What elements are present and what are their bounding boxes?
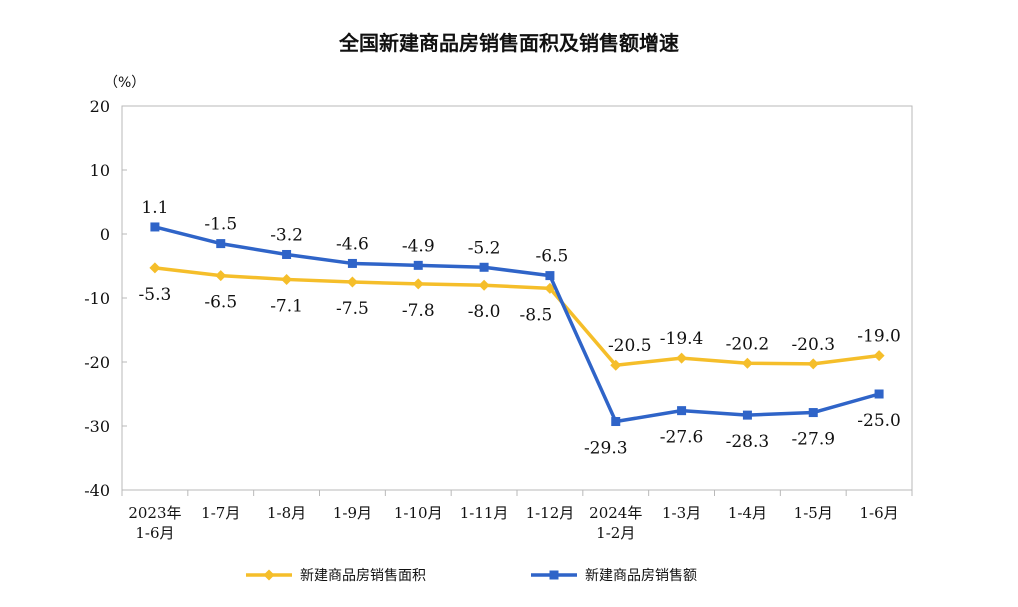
legend-marker-1 bbox=[549, 570, 559, 580]
x-tick-label: 1-6月 bbox=[860, 504, 899, 522]
data-label-0: -5.3 bbox=[139, 285, 172, 305]
data-label-1: -3.2 bbox=[270, 225, 303, 245]
x-tick-label: 1-8月 bbox=[267, 504, 306, 522]
data-label-0: -19.0 bbox=[857, 327, 901, 347]
data-label-1: -4.6 bbox=[336, 234, 369, 254]
series-point-0 bbox=[676, 352, 688, 364]
data-label-1: 1.1 bbox=[141, 198, 168, 218]
x-tick-label-line: 1-3月 bbox=[662, 504, 701, 522]
x-tick-label: 2023年 1-6月 bbox=[128, 504, 181, 542]
data-label-0: -7.5 bbox=[336, 299, 369, 319]
series-point-0 bbox=[215, 270, 227, 282]
y-tick-label: 0 bbox=[100, 225, 110, 244]
series-point-0 bbox=[346, 276, 358, 288]
series-point-1 bbox=[282, 249, 292, 259]
x-tick-label: 1-5月 bbox=[794, 504, 833, 522]
data-label-1: -29.3 bbox=[584, 439, 628, 459]
series-layer bbox=[149, 222, 885, 427]
series-point-1 bbox=[413, 260, 423, 270]
x-tick-label: 2024年 1-2月 bbox=[589, 504, 642, 542]
data-labels-layer: -5.3 -6.5 -7.1 -7.5 -7.8 -8.0 -8.5 -20.5 -19.4 -2… bbox=[139, 198, 901, 459]
series-point-1 bbox=[677, 406, 687, 416]
x-tick-label: 1-11月 bbox=[460, 504, 509, 522]
x-tick-label-line: 1-6月 bbox=[860, 504, 899, 522]
x-tick-label-line: 1-9月 bbox=[333, 504, 372, 522]
series-point-0 bbox=[873, 350, 885, 362]
data-label-0: -19.4 bbox=[660, 329, 704, 349]
x-tick-label-line: 1-7月 bbox=[201, 504, 240, 522]
series-point-1 bbox=[347, 258, 357, 268]
legend-marker-0 bbox=[263, 569, 275, 581]
x-tick-label: 1-7月 bbox=[201, 504, 240, 522]
x-tick-label: 1-10月 bbox=[394, 504, 443, 522]
data-label-1: -5.2 bbox=[468, 238, 501, 258]
x-axis-ticks: 2023年 1-6月 1-7月 1-8月 1-9月 1-10月 1-11月 1-12月 2024… bbox=[121, 490, 913, 542]
data-label-1: -4.9 bbox=[402, 236, 435, 256]
data-label-1: -25.0 bbox=[857, 411, 901, 431]
y-tick-label: 20 bbox=[90, 97, 110, 116]
data-label-0: -20.2 bbox=[726, 334, 770, 354]
data-label-0: -8.0 bbox=[468, 302, 501, 322]
series-line-1 bbox=[154, 225, 880, 424]
x-tick-label-line: 2023年 bbox=[128, 504, 181, 522]
series-point-1 bbox=[479, 262, 489, 272]
y-tick-label: -30 bbox=[84, 417, 110, 436]
x-tick-label: 1-4月 bbox=[728, 504, 767, 522]
series-point-1 bbox=[874, 389, 884, 399]
series-point-1 bbox=[611, 417, 621, 427]
legend-label-0: 新建商品房销售面积 bbox=[300, 568, 426, 584]
x-tick-label: 1-3月 bbox=[662, 504, 701, 522]
series-point-1 bbox=[216, 239, 226, 249]
y-tick-label: -10 bbox=[84, 289, 110, 308]
series-point-0 bbox=[149, 262, 161, 274]
data-label-0: -20.5 bbox=[608, 336, 652, 356]
y-axis-unit-label: （%） bbox=[104, 75, 145, 91]
chart-title: 全国新建商品房销售面积及销售额增速 bbox=[338, 31, 679, 55]
chart-legend: 新建商品房销售面积 新建商品房销售额 bbox=[246, 568, 697, 584]
series-point-0 bbox=[741, 357, 753, 369]
data-label-0: -6.5 bbox=[204, 293, 237, 313]
series-point-0 bbox=[610, 359, 622, 371]
x-tick-label: 1-12月 bbox=[526, 504, 575, 522]
series-point-1 bbox=[545, 271, 555, 281]
series-point-1 bbox=[808, 408, 818, 418]
x-tick-label-line: 1-11月 bbox=[460, 504, 509, 522]
x-tick-label-line: 1-8月 bbox=[267, 504, 306, 522]
data-label-0: -20.3 bbox=[791, 335, 835, 355]
x-tick-label-line: 1-4月 bbox=[728, 504, 767, 522]
data-label-0: -8.5 bbox=[520, 305, 553, 325]
data-label-0: -7.8 bbox=[402, 301, 435, 321]
data-label-0: -7.1 bbox=[270, 296, 303, 316]
x-tick-label-line: 1-5月 bbox=[794, 504, 833, 522]
x-tick-label-line: 1-10月 bbox=[394, 504, 443, 522]
series-point-0 bbox=[807, 358, 819, 370]
data-label-1: -27.9 bbox=[791, 430, 835, 450]
series-point-0 bbox=[478, 279, 490, 291]
series-point-1 bbox=[150, 222, 160, 232]
y-tick-label: -40 bbox=[84, 481, 110, 500]
x-tick-label-line: 1-6月 bbox=[135, 524, 174, 542]
series-line-0 bbox=[154, 266, 880, 367]
y-tick-label: 10 bbox=[90, 161, 110, 180]
x-tick-label-line: 1-12月 bbox=[526, 504, 575, 522]
x-tick-label-line: 1-2月 bbox=[596, 524, 635, 542]
y-tick-label: -20 bbox=[84, 353, 110, 372]
series-point-0 bbox=[412, 278, 424, 290]
legend-label-1: 新建商品房销售额 bbox=[585, 568, 697, 584]
data-label-1: -27.6 bbox=[660, 428, 704, 448]
y-axis-ticks: 20 10 0 -10 -20 -30 -40 bbox=[84, 97, 127, 500]
data-label-1: -1.5 bbox=[204, 215, 237, 235]
x-tick-label-line: 2024年 bbox=[589, 504, 642, 522]
series-point-0 bbox=[281, 273, 293, 285]
data-label-1: -6.5 bbox=[536, 247, 569, 267]
series-point-1 bbox=[742, 410, 752, 420]
data-label-1: -28.3 bbox=[726, 432, 770, 452]
x-tick-label: 1-9月 bbox=[333, 504, 372, 522]
